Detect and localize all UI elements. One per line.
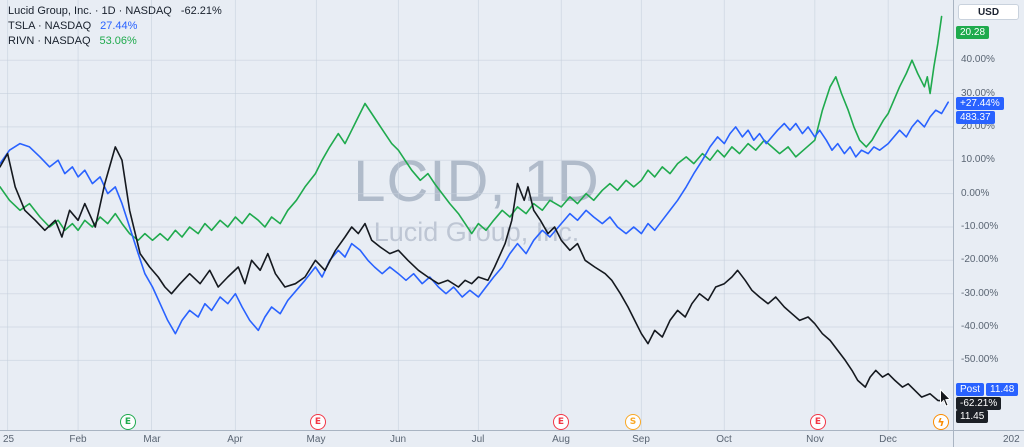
lcid-change-badge: -62.21% bbox=[956, 397, 1002, 410]
time-axis[interactable]: 25 Feb Mar Apr May Jun Jul Aug Sep Oct N… bbox=[0, 430, 1024, 447]
x-axis-year-label: 202 bbox=[1003, 434, 1020, 445]
legend-value-rivn: 53.06% bbox=[99, 35, 137, 47]
lcid-price-badge: 11.45 bbox=[956, 410, 989, 423]
earnings-icon[interactable]: E bbox=[810, 414, 826, 430]
x-axis-label: Sep bbox=[632, 434, 650, 445]
post-market-price-badge: 11.48 bbox=[986, 383, 1019, 396]
x-axis-label: Dec bbox=[879, 434, 897, 445]
legend-row-lcid[interactable]: Lucid Group, Inc. · 1D · NASDAQ -62.21% bbox=[8, 4, 222, 19]
post-market-row: Post 11.48 bbox=[956, 383, 1019, 396]
split-icon[interactable]: S bbox=[625, 414, 641, 430]
mouse-cursor-icon bbox=[940, 388, 952, 407]
rivn-price-badge: 20.28 bbox=[956, 26, 990, 39]
series-line-tsla[interactable] bbox=[0, 101, 950, 335]
y-axis-label: -20.00% bbox=[961, 254, 999, 265]
currency-toggle-button[interactable]: USD bbox=[958, 4, 1019, 20]
x-axis-label: Jun bbox=[389, 434, 407, 445]
y-axis-label: -50.00% bbox=[961, 354, 999, 365]
y-axis-label: -40.00% bbox=[961, 321, 999, 332]
x-axis-label: May bbox=[306, 434, 326, 445]
x-axis-label: Jul bbox=[471, 434, 485, 445]
timeline-event-markers: E E E S E ϟ bbox=[0, 414, 953, 431]
price-chart bbox=[0, 0, 953, 430]
y-axis-label: -30.00% bbox=[961, 288, 999, 299]
split-glyph: S bbox=[629, 417, 637, 427]
earnings-glyph: E bbox=[124, 417, 132, 427]
lightning-icon[interactable]: ϟ bbox=[933, 414, 949, 430]
legend-value-lcid: -62.21% bbox=[180, 5, 222, 17]
x-axis-label: Mar bbox=[143, 434, 161, 445]
legend-value-tsla: 27.44% bbox=[100, 20, 138, 32]
tsla-price-badge: 483.37 bbox=[956, 111, 995, 124]
legend-title-tsla: TSLA · NASDAQ bbox=[8, 20, 92, 32]
tsla-change-badge: +27.44% bbox=[956, 97, 1004, 110]
earnings-glyph: E bbox=[314, 417, 322, 427]
earnings-glyph: E bbox=[814, 417, 822, 427]
post-market-label: Post bbox=[956, 383, 985, 396]
y-axis-label: -10.00% bbox=[961, 221, 999, 232]
x-axis-label: Apr bbox=[227, 434, 243, 445]
legend-title-lcid: Lucid Group, Inc. · 1D · NASDAQ bbox=[8, 5, 172, 17]
x-axis-label: Feb bbox=[69, 434, 87, 445]
x-axis-label: Nov bbox=[806, 434, 824, 445]
legend-row-tsla[interactable]: TSLA · NASDAQ 27.44% bbox=[8, 19, 222, 34]
x-axis-year-label: 25 bbox=[3, 434, 15, 445]
y-axis-label: 20.00% bbox=[961, 121, 995, 132]
y-axis-label: 40.00% bbox=[961, 54, 995, 65]
series-line-rivn[interactable] bbox=[0, 15, 943, 242]
y-axis-label: 0.00% bbox=[961, 188, 990, 199]
earnings-icon[interactable]: E bbox=[120, 414, 136, 430]
series-line-lcid[interactable] bbox=[0, 146, 946, 402]
y-axis-label: 10.00% bbox=[961, 154, 995, 165]
chart-plot-area[interactable]: LCID, 1D Lucid Group, Inc. bbox=[0, 0, 953, 430]
earnings-icon[interactable]: E bbox=[310, 414, 326, 430]
axis-separator bbox=[953, 0, 954, 447]
legend-row-rivn[interactable]: RIVN · NASDAQ 53.06% bbox=[8, 34, 222, 49]
price-axis[interactable]: USD 40.00% 30.00% 20.00% 10.00% 0.00% -1… bbox=[954, 0, 1024, 430]
legend: Lucid Group, Inc. · 1D · NASDAQ -62.21% … bbox=[8, 4, 222, 49]
earnings-icon[interactable]: E bbox=[553, 414, 569, 430]
legend-title-rivn: RIVN · NASDAQ bbox=[8, 35, 91, 47]
earnings-glyph: E bbox=[557, 417, 565, 427]
y-axis-label: 30.00% bbox=[961, 88, 995, 99]
x-axis-label: Oct bbox=[716, 434, 732, 445]
x-axis-label: Aug bbox=[552, 434, 570, 445]
lightning-glyph: ϟ bbox=[937, 415, 945, 429]
